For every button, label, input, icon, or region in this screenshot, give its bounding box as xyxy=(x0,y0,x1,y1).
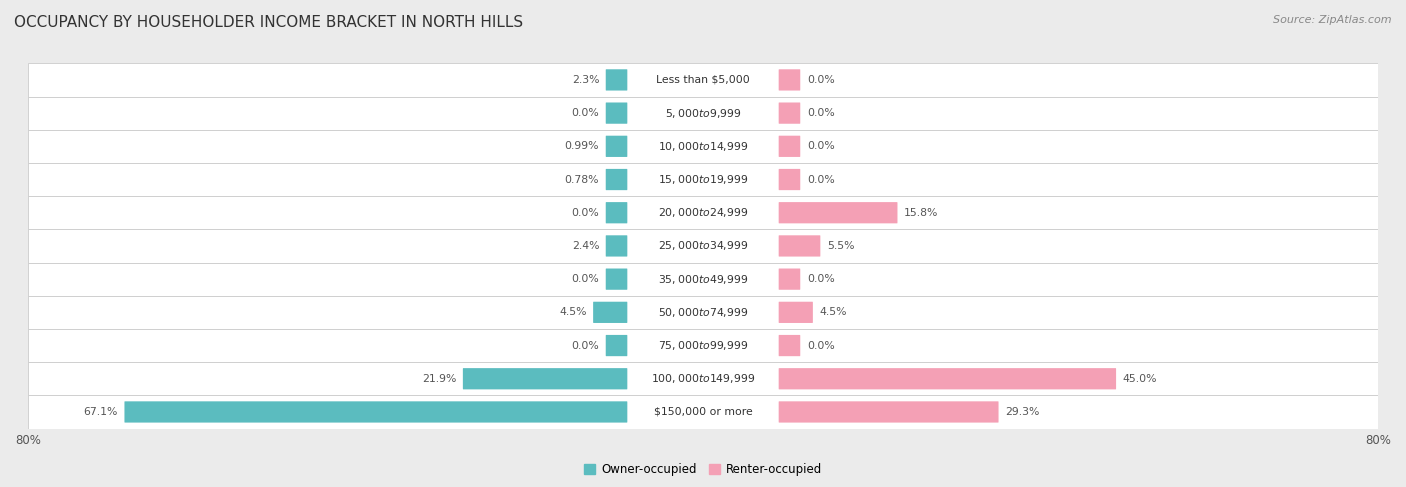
FancyBboxPatch shape xyxy=(125,401,627,423)
FancyBboxPatch shape xyxy=(606,202,627,224)
Text: 0.0%: 0.0% xyxy=(807,340,835,351)
FancyBboxPatch shape xyxy=(606,268,627,290)
Text: $35,000 to $49,999: $35,000 to $49,999 xyxy=(658,273,748,286)
Text: 0.0%: 0.0% xyxy=(571,340,599,351)
Text: 4.5%: 4.5% xyxy=(820,307,846,318)
FancyBboxPatch shape xyxy=(779,401,998,423)
Text: 5.5%: 5.5% xyxy=(827,241,855,251)
Text: 0.0%: 0.0% xyxy=(571,108,599,118)
FancyBboxPatch shape xyxy=(606,136,627,157)
FancyBboxPatch shape xyxy=(28,262,1378,296)
FancyBboxPatch shape xyxy=(28,163,1378,196)
Text: $5,000 to $9,999: $5,000 to $9,999 xyxy=(665,107,741,120)
FancyBboxPatch shape xyxy=(28,63,1378,96)
FancyBboxPatch shape xyxy=(606,69,627,91)
FancyBboxPatch shape xyxy=(606,335,627,356)
FancyBboxPatch shape xyxy=(779,202,897,224)
Text: 0.0%: 0.0% xyxy=(807,108,835,118)
Text: 0.99%: 0.99% xyxy=(565,141,599,151)
FancyBboxPatch shape xyxy=(779,368,1116,390)
Text: 29.3%: 29.3% xyxy=(1005,407,1039,417)
Text: 4.5%: 4.5% xyxy=(560,307,586,318)
FancyBboxPatch shape xyxy=(779,235,820,257)
Text: 45.0%: 45.0% xyxy=(1122,374,1157,384)
Text: Source: ZipAtlas.com: Source: ZipAtlas.com xyxy=(1274,15,1392,25)
Text: 15.8%: 15.8% xyxy=(904,208,938,218)
Text: 21.9%: 21.9% xyxy=(422,374,457,384)
Text: 67.1%: 67.1% xyxy=(83,407,118,417)
FancyBboxPatch shape xyxy=(28,329,1378,362)
FancyBboxPatch shape xyxy=(28,96,1378,130)
FancyBboxPatch shape xyxy=(28,130,1378,163)
Text: 0.0%: 0.0% xyxy=(807,141,835,151)
Text: $50,000 to $74,999: $50,000 to $74,999 xyxy=(658,306,748,319)
FancyBboxPatch shape xyxy=(779,102,800,124)
FancyBboxPatch shape xyxy=(28,196,1378,229)
Text: 2.3%: 2.3% xyxy=(572,75,599,85)
FancyBboxPatch shape xyxy=(28,362,1378,395)
Text: 0.78%: 0.78% xyxy=(565,174,599,185)
FancyBboxPatch shape xyxy=(779,169,800,190)
FancyBboxPatch shape xyxy=(28,395,1378,429)
FancyBboxPatch shape xyxy=(779,69,800,91)
Text: 0.0%: 0.0% xyxy=(571,208,599,218)
Legend: Owner-occupied, Renter-occupied: Owner-occupied, Renter-occupied xyxy=(579,459,827,481)
Text: $25,000 to $34,999: $25,000 to $34,999 xyxy=(658,240,748,252)
FancyBboxPatch shape xyxy=(463,368,627,390)
Text: $10,000 to $14,999: $10,000 to $14,999 xyxy=(658,140,748,153)
Text: 0.0%: 0.0% xyxy=(807,274,835,284)
FancyBboxPatch shape xyxy=(779,302,813,323)
Text: 0.0%: 0.0% xyxy=(571,274,599,284)
FancyBboxPatch shape xyxy=(606,102,627,124)
Text: Less than $5,000: Less than $5,000 xyxy=(657,75,749,85)
Text: 2.4%: 2.4% xyxy=(572,241,599,251)
FancyBboxPatch shape xyxy=(779,136,800,157)
FancyBboxPatch shape xyxy=(779,335,800,356)
Text: $20,000 to $24,999: $20,000 to $24,999 xyxy=(658,206,748,219)
Text: $75,000 to $99,999: $75,000 to $99,999 xyxy=(658,339,748,352)
FancyBboxPatch shape xyxy=(28,229,1378,262)
Text: $15,000 to $19,999: $15,000 to $19,999 xyxy=(658,173,748,186)
FancyBboxPatch shape xyxy=(606,169,627,190)
Text: $150,000 or more: $150,000 or more xyxy=(654,407,752,417)
Text: OCCUPANCY BY HOUSEHOLDER INCOME BRACKET IN NORTH HILLS: OCCUPANCY BY HOUSEHOLDER INCOME BRACKET … xyxy=(14,15,523,30)
Text: 0.0%: 0.0% xyxy=(807,174,835,185)
FancyBboxPatch shape xyxy=(606,235,627,257)
FancyBboxPatch shape xyxy=(593,302,627,323)
FancyBboxPatch shape xyxy=(779,268,800,290)
Text: $100,000 to $149,999: $100,000 to $149,999 xyxy=(651,372,755,385)
Text: 0.0%: 0.0% xyxy=(807,75,835,85)
FancyBboxPatch shape xyxy=(28,296,1378,329)
